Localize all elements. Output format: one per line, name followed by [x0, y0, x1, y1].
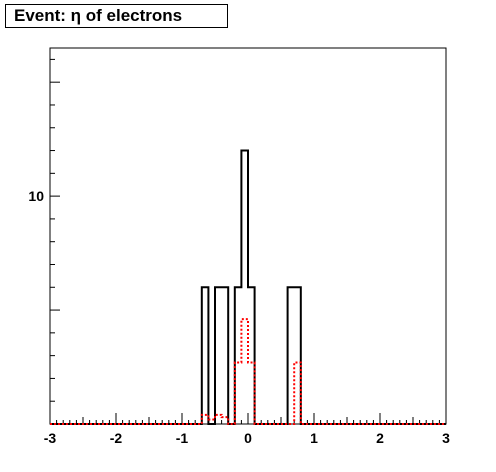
tick-labels: -3 -2 -1 0 1 2 3 10 [28, 188, 450, 446]
x-tick-label: -1 [176, 430, 189, 446]
x-tick-label: 3 [442, 430, 450, 446]
x-axis [49, 413, 447, 424]
histogram-line-black-solid [50, 149, 446, 425]
series-layer [50, 149, 446, 425]
x-tick-label: -2 [110, 430, 123, 446]
x-tick-label: 1 [310, 430, 318, 446]
x-tick-label: 2 [376, 430, 384, 446]
chart-title: Event: η of electrons [14, 6, 183, 25]
x-tick-label: 0 [244, 430, 252, 446]
y-tick-label: 10 [28, 188, 44, 204]
y-axis [50, 58, 60, 425]
histogram-line-red-dotted [50, 318, 446, 425]
title-box: Event: η of electrons [5, 4, 228, 28]
x-tick-label: -3 [44, 430, 57, 446]
